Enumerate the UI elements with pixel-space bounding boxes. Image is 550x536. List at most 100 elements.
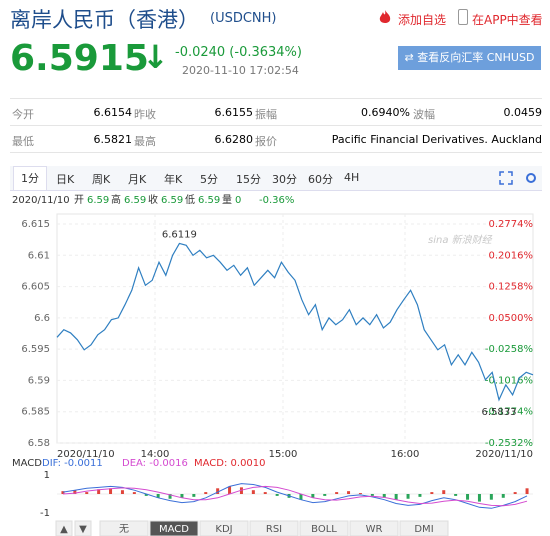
y2-tick-label: -0.1016% (485, 375, 533, 386)
y-tick-label: 6.6 (34, 313, 50, 324)
macd-bar (228, 486, 232, 494)
y-tick-label: 6.59 (28, 375, 50, 386)
period-tab[interactable]: 月K (128, 173, 147, 186)
x-tick-label: 2020/11/10 (475, 449, 533, 460)
macd-bar (156, 494, 160, 498)
period-tab[interactable]: 年K (164, 173, 183, 186)
indicator-tab[interactable]: 无 (119, 524, 129, 535)
indicator-tab[interactable]: KDJ (215, 524, 232, 535)
indicator-tab-bg[interactable] (149, 520, 199, 536)
indicator-tab[interactable]: MACD (159, 524, 189, 535)
macd-bar (299, 494, 303, 500)
macd-tick-label: -1 (40, 508, 50, 519)
indicator-tab-bg[interactable] (74, 520, 92, 536)
period-tab[interactable]: 4H (344, 171, 360, 184)
open-app[interactable]: 在APP中查看 (472, 13, 543, 27)
macd-bar (323, 494, 327, 496)
period-tab[interactable]: 5分 (200, 173, 218, 186)
period-tab[interactable]: 30分 (272, 173, 297, 186)
macd-bar (442, 490, 446, 494)
macd-bar (418, 494, 422, 497)
stat-value: 6.6155 (214, 106, 254, 119)
y-tick-label: 6.585 (21, 407, 50, 418)
period-tabs: 1分 日K 周K 月K 年K 5分 15分 30分 60分 4H (10, 166, 542, 191)
stat-value: Pacific Financial Derivatives. Auckland (331, 133, 542, 146)
y2-tick-label: -0.1774% (485, 407, 533, 418)
macd-bar (370, 494, 374, 496)
fullscreen-icon[interactable] (499, 171, 513, 185)
macd-bar (192, 494, 196, 497)
info-text: 6.59 (161, 195, 183, 206)
period-tab[interactable]: 15分 (236, 173, 261, 186)
macd-bar (335, 492, 339, 494)
info-text: 开 (74, 195, 84, 206)
add-watchlist[interactable]: 添加自选 (398, 13, 447, 27)
info-text: 2020/11/10 (12, 195, 70, 206)
info-text: -0.36% (259, 195, 294, 206)
period-tab[interactable]: 1分 (13, 166, 47, 190)
x-tick-label: 14:00 (141, 449, 170, 460)
stat-value: 0.6940% (361, 106, 410, 119)
title: 离岸人民币（香港） (10, 8, 199, 32)
stat-label: 报价 (255, 135, 277, 148)
info-text: 量 (222, 194, 232, 206)
reverse-rate-button[interactable]: ⇄ 查看反向汇率 CNHUSD (398, 46, 541, 70)
phone-icon (458, 9, 468, 25)
macd-bar (85, 492, 89, 494)
indicator-tab-bg[interactable] (349, 520, 399, 536)
macd-bar (144, 494, 148, 496)
indicator-tab-bg[interactable] (399, 520, 449, 536)
macd-legend: DIF: -0.0011 (42, 458, 103, 469)
macd-bar (513, 492, 517, 494)
stat-label: 昨收 (134, 108, 156, 121)
y-tick-label: 6.58 (28, 438, 50, 449)
macd-tick-label: 1 (44, 470, 50, 481)
price-line (56, 242, 534, 402)
dea-line (62, 485, 528, 507)
x-tick-label: 16:00 (391, 449, 420, 460)
macd-bar (251, 490, 255, 494)
x-tick-label: 15:00 (269, 449, 298, 460)
indicator-tab-bg[interactable] (99, 520, 149, 536)
stat-label: 最低 (12, 135, 34, 148)
indicator-tab-bg[interactable] (249, 520, 299, 536)
price: 6.5915 (10, 38, 149, 79)
y-tick-label: 6.615 (21, 219, 50, 230)
macd-bar (61, 491, 65, 494)
stat-value: 6.6280 (214, 133, 254, 146)
macd-bar (501, 494, 505, 498)
time: 2020-11-10 17:02:54 (182, 64, 299, 77)
period-tab[interactable]: 周K (92, 173, 111, 186)
macd-bar (394, 494, 398, 500)
period-tab[interactable]: 日K (56, 173, 75, 186)
info-text: 0 (235, 195, 241, 206)
stat-label: 振幅 (255, 108, 277, 121)
indicator-tab[interactable]: ▲ (60, 524, 68, 535)
x-tick-label: 2020/11/10 (57, 449, 115, 460)
macd-bar (477, 494, 481, 502)
indicator-tab-bg[interactable] (199, 520, 249, 536)
indicator-tab[interactable]: RSI (266, 524, 282, 535)
indicator-tab[interactable]: WR (366, 524, 383, 535)
settings-icon[interactable] (524, 171, 538, 185)
macd-bar (204, 492, 208, 494)
macd-legend: MACD (12, 458, 42, 469)
indicator-tab[interactable]: ▼ (79, 524, 87, 535)
period-tab[interactable]: 60分 (308, 173, 333, 186)
macd-bar (120, 490, 124, 494)
stat-label: 今开 (12, 108, 34, 121)
indicator-tab-bg[interactable] (299, 520, 349, 536)
y2-tick-label: 0.2774% (489, 219, 534, 230)
macd-bar (263, 492, 267, 494)
macd-bar (358, 493, 362, 494)
stat-value: 6.5821 (93, 133, 133, 146)
stats-row: 最低 6.5821 最高 6.6280 报价 Pacific Financial Deri… (10, 126, 542, 153)
indicator-tab[interactable]: BOLL (311, 524, 337, 535)
indicator-tab[interactable]: DMI (414, 524, 433, 535)
stat-value: 0.0459 (503, 106, 543, 119)
low-label: 6.5833 (482, 407, 517, 418)
indicator-tab-bg[interactable] (55, 520, 73, 536)
plot-frame (56, 213, 534, 444)
macd-bar (168, 494, 172, 499)
dif-line (62, 483, 528, 509)
